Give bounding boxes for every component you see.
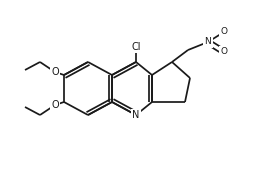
- Text: N: N: [205, 37, 211, 46]
- Text: O: O: [51, 100, 59, 110]
- Text: Cl: Cl: [131, 42, 141, 52]
- Text: O: O: [221, 48, 228, 56]
- Text: O: O: [221, 27, 228, 36]
- Text: O: O: [51, 67, 59, 77]
- Text: N: N: [132, 110, 140, 120]
